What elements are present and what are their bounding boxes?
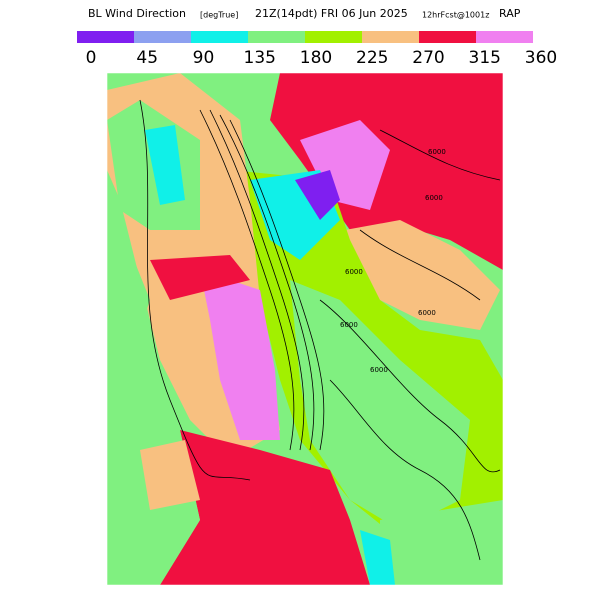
colorbar-segment: [77, 31, 134, 43]
region: [145, 125, 185, 205]
colorbar-segment: [419, 31, 476, 43]
region: [150, 255, 250, 300]
colorbar-segment: [305, 31, 362, 43]
contour: [219, 114, 315, 451]
title-line: BL Wind Direction [degTrue] 21Z(14pdt) F…: [88, 7, 521, 20]
colorbar-segment: [191, 31, 248, 43]
contour: [229, 119, 325, 451]
colorbar-tick-label: 180: [300, 48, 332, 68]
contour-label: 6000: [428, 148, 446, 156]
contour-label: 6000: [425, 194, 443, 202]
contour: [359, 229, 481, 301]
region: [345, 220, 500, 330]
colorbar-tick-label: 90: [193, 48, 215, 68]
region: [270, 73, 503, 270]
contour: [139, 99, 251, 481]
colorbar-segment: [362, 31, 419, 43]
valid-time: 21Z(14pdt) FRI 06 Jun 2025: [255, 7, 408, 20]
colorbar-tick-label: 135: [244, 48, 276, 68]
region: [107, 230, 150, 380]
region: [380, 500, 503, 585]
map-border: [106, 72, 504, 586]
contour: [199, 109, 295, 451]
model: RAP: [499, 7, 521, 20]
colorbar-tick-label: 360: [525, 48, 557, 68]
contour: [319, 299, 501, 473]
colorbar-tick-label: 225: [356, 48, 388, 68]
contour-label: 6000: [418, 309, 436, 317]
contour: [379, 129, 501, 181]
contour: [329, 379, 481, 561]
contour-label: 6000: [340, 321, 358, 329]
contour-label: 6000: [345, 268, 363, 276]
contour-label: 6000: [370, 366, 388, 374]
forecast: 12hrFcst@1001z: [422, 11, 489, 20]
colorbar-segment: [476, 31, 533, 43]
region: [290, 280, 470, 530]
colorbar-tick-label: 270: [412, 48, 444, 68]
region: [160, 430, 370, 585]
region: [360, 530, 395, 585]
colorbar: 0 45 90 135 180 225 270 315 360: [77, 31, 557, 68]
region: [140, 440, 200, 510]
region: [295, 170, 340, 220]
title: BL Wind Direction: [88, 7, 186, 20]
colorbar-segment: [134, 31, 191, 43]
colorbar-tick-label: 315: [469, 48, 501, 68]
colorbar-segment: [248, 31, 305, 43]
region: [200, 270, 280, 440]
contour: [209, 109, 305, 451]
map: 6000 6000 6000 6000 6000 6000: [106, 72, 504, 586]
colorbar-tick-label: 0: [86, 48, 97, 68]
colorbar-tick-label: 45: [136, 48, 158, 68]
region: [300, 120, 390, 210]
units: [degTrue]: [200, 11, 238, 20]
